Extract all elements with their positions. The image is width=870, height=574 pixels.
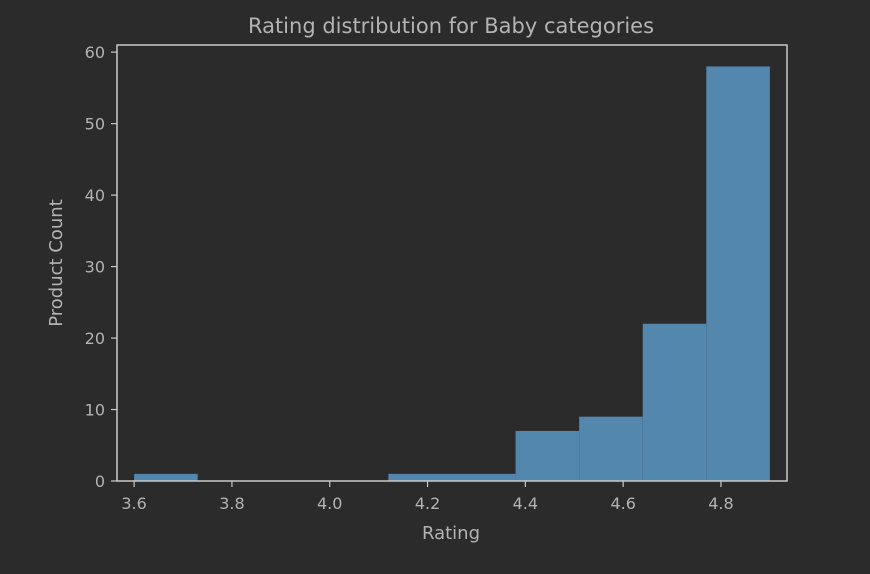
histogram-bar: [388, 473, 452, 481]
x-axis-label: Rating: [422, 523, 480, 544]
x-tick-label: 3.8: [219, 494, 244, 513]
plot-frame: [116, 44, 788, 482]
y-ticks: 0 10 20 30 40 50 60: [85, 43, 117, 491]
x-tick-label: 4.2: [415, 494, 440, 513]
histogram-bar: [515, 430, 580, 481]
y-tick-label: 20: [85, 329, 105, 348]
histogram-bar: [579, 416, 643, 481]
x-tick-label: 3.6: [121, 494, 146, 513]
x-tick-label: 4.0: [317, 494, 342, 513]
histogram-bar: [134, 473, 198, 481]
histogram-bar: [452, 473, 516, 481]
y-tick-label: 0: [95, 472, 105, 491]
histogram-bar: [642, 323, 707, 481]
x-tick-label: 4.8: [708, 494, 733, 513]
y-tick-label: 50: [85, 115, 105, 134]
histogram-bar: [706, 66, 770, 481]
y-tick-label: 30: [85, 258, 105, 277]
bars-group: [134, 66, 770, 481]
y-tick-label: 40: [85, 186, 105, 205]
y-axis-label: Product Count: [46, 199, 67, 327]
y-tick-label: 10: [85, 401, 105, 420]
x-tick-label: 4.4: [513, 494, 538, 513]
x-ticks: 3.6 3.8 4.0 4.2 4.4 4.6 4.8: [121, 481, 734, 513]
y-tick-label: 60: [85, 43, 105, 62]
x-tick-label: 4.6: [610, 494, 635, 513]
chart-title: Rating distribution for Baby categories: [248, 14, 654, 38]
